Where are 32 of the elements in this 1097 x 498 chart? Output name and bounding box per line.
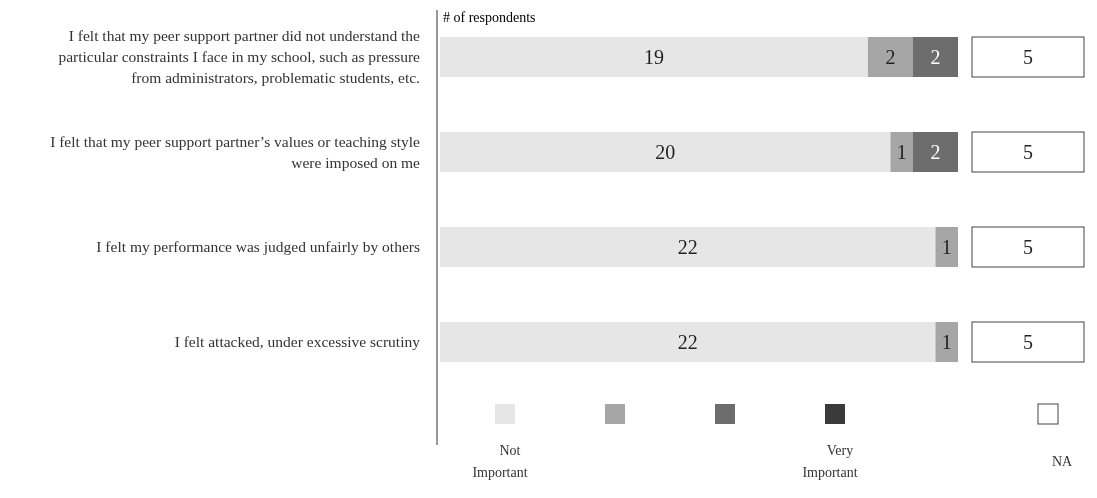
data-label: 5 (1023, 46, 1033, 68)
bar (912, 132, 958, 172)
data-label: 22 (677, 236, 698, 258)
text: NA (1051, 454, 1073, 469)
data-label: 1 (941, 236, 952, 258)
y-tick-label: I felt that my peer support partner’s values or teaching style were imposed on me (50, 132, 421, 171)
data-label: 22 (677, 331, 698, 353)
legend-label: Very Important (802, 443, 858, 480)
bar (890, 132, 913, 172)
text: Not Important (472, 443, 528, 480)
bar (912, 37, 958, 77)
data-label: 5 (1023, 331, 1033, 353)
data-label: 19 (643, 46, 664, 68)
x-axis-title: # of respondents (443, 10, 536, 25)
data-label: 5 (1023, 236, 1033, 258)
data-label: 20 (655, 141, 676, 163)
data-label: 1 (941, 331, 952, 353)
bar (935, 227, 958, 267)
bar (440, 37, 868, 77)
y-tick-label: I felt my performance was judged unfairly by others (96, 238, 420, 255)
data-label: 1 (896, 141, 907, 163)
bar (440, 227, 936, 267)
y-tick-label: I felt that my peer support partner did not understand the particular constraints I face in my school, such as pressure from administrators, problematic students, etc. (58, 27, 421, 86)
bar (867, 37, 913, 77)
data-label: 2 (885, 46, 896, 68)
data-label: 2 (930, 141, 941, 163)
bar (440, 132, 891, 172)
bar (935, 322, 958, 362)
data-label: 2 (930, 46, 941, 68)
y-tick-label: I felt attacked, under excessive scrutiny (174, 333, 421, 350)
bar (440, 322, 936, 362)
data-label: 5 (1023, 141, 1033, 163)
